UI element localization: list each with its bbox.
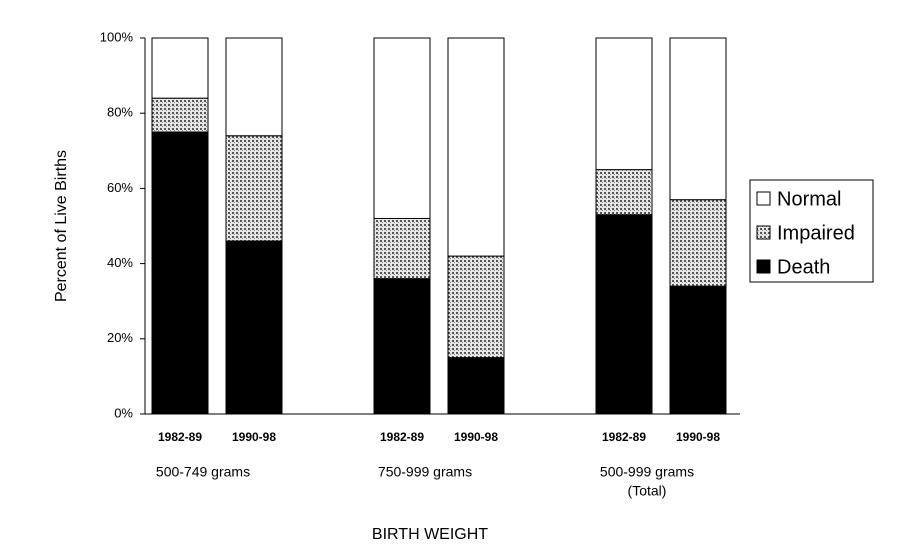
y-tick-label: 60%: [107, 180, 133, 195]
legend-swatch: [756, 191, 771, 206]
bar-segment: [447, 37, 505, 257]
bar-segment: [447, 357, 505, 415]
group-label: 750-999 grams: [378, 464, 472, 480]
bar-segment: [151, 37, 209, 99]
legend-label: Impaired: [777, 222, 855, 244]
legend-swatch: [756, 225, 771, 240]
bar-segment: [225, 240, 283, 415]
y-tick-label: 100%: [100, 29, 134, 44]
bar-segment: [373, 217, 431, 280]
x-axis-label: BIRTH WEIGHT: [372, 526, 488, 543]
bar-segment: [151, 97, 209, 133]
bar-segment: [225, 135, 283, 242]
bar-segment: [373, 278, 431, 415]
bar-segment: [669, 199, 727, 287]
legend-swatch: [756, 259, 771, 274]
x-tick-label: 1990-98: [676, 430, 720, 444]
y-tick-label: 80%: [107, 105, 133, 120]
x-tick-label: 1982-89: [380, 430, 424, 444]
group-label: (Total): [628, 483, 667, 499]
group-label: 500-749 grams: [156, 464, 250, 480]
y-tick-label: 20%: [107, 330, 133, 345]
x-tick-label: 1982-89: [602, 430, 646, 444]
bar-segment: [595, 214, 653, 415]
bar-segment: [447, 255, 505, 359]
bar-segment: [595, 169, 653, 216]
x-tick-label: 1990-98: [454, 430, 498, 444]
x-tick-label: 1990-98: [232, 430, 276, 444]
legend-label: Death: [777, 256, 830, 278]
group-label: 500-999 grams: [600, 464, 694, 480]
bar-segment: [225, 37, 283, 137]
bar-segment: [669, 37, 727, 201]
legend-label: Normal: [777, 188, 841, 210]
bar-segment: [595, 37, 653, 171]
y-tick-label: 0%: [114, 405, 133, 420]
bar-segment: [373, 37, 431, 219]
y-axis-label: Percent of Live Births: [53, 150, 70, 302]
bar-segment: [151, 131, 209, 415]
y-tick-label: 40%: [107, 255, 133, 270]
x-tick-label: 1982-89: [158, 430, 202, 444]
bar-segment: [669, 285, 727, 415]
